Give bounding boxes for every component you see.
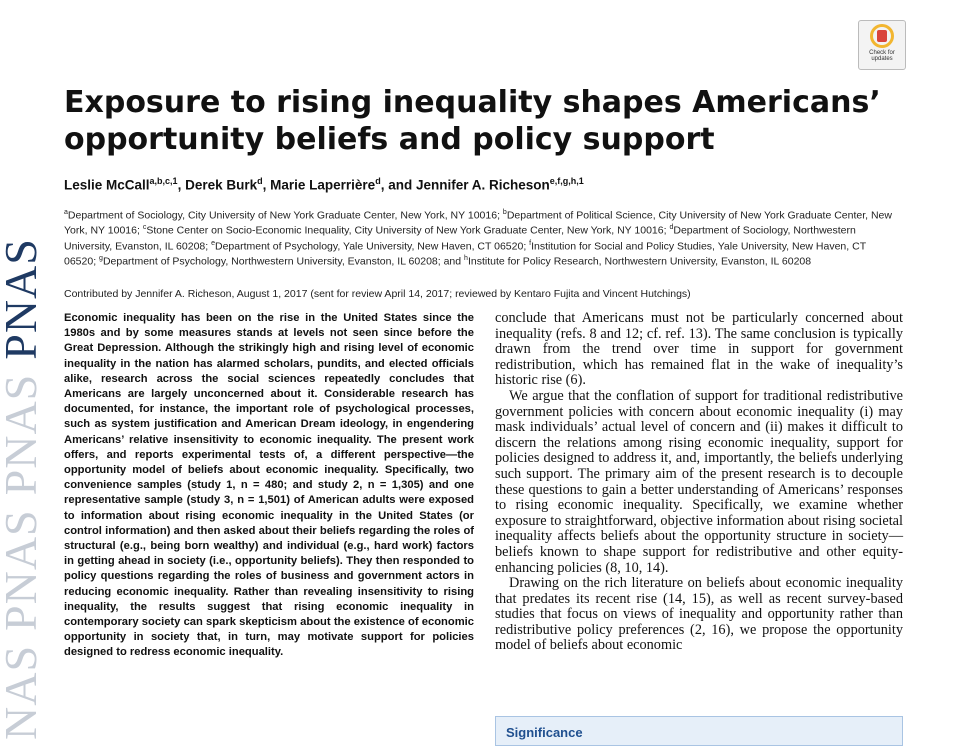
affil-letter: h xyxy=(464,254,468,262)
body-column: conclude that Americans must not be part… xyxy=(495,310,903,654)
body-paragraph: Drawing on the rich literature on belief… xyxy=(495,575,903,654)
badge-line2: updates xyxy=(871,56,893,62)
abstract: Economic inequality has been on the rise… xyxy=(64,312,474,659)
affil-text: Department of Psychology, Northwestern U… xyxy=(102,255,465,268)
author-affil: d xyxy=(375,176,381,186)
spine-text: PNAS xyxy=(0,373,40,496)
author-list: Leslie McCalla,b,c,1, Derek Burkd, Marie… xyxy=(64,176,584,193)
author-name[interactable]: Marie Laperrière xyxy=(270,177,376,193)
affil-letter: a xyxy=(64,209,68,216)
affil-text: Stone Center on Socio-Economic Inequalit… xyxy=(146,224,670,237)
author-sep: , xyxy=(177,177,186,193)
affil-text: Department of Political Science, City Un… xyxy=(64,209,892,237)
check-for-updates-badge[interactable]: Check for updates xyxy=(858,20,906,70)
body-paragraph: conclude that Americans must not be part… xyxy=(495,310,903,389)
affil-text: Institute for Policy Research, Northwest… xyxy=(467,255,812,268)
affil-letter: b xyxy=(502,209,507,216)
author-name[interactable]: Jennifer A. Richeson xyxy=(415,177,550,193)
author-sep: , and xyxy=(380,177,416,193)
author-name[interactable]: Derek Burk xyxy=(185,177,258,193)
affil-text: Department of Sociology, City University… xyxy=(67,209,503,222)
contributed-line: Contributed by Jennifer A. Richeson, Aug… xyxy=(64,288,691,300)
affil-letter: d xyxy=(669,224,674,232)
author-name[interactable]: Leslie McCall xyxy=(64,177,150,193)
bookmark-icon xyxy=(870,24,894,48)
affil-text: Institution for Social and Policy Studie… xyxy=(64,240,866,268)
affil-text: Department of Psychology, Yale Universit… xyxy=(214,240,530,253)
spine-text: PNAS xyxy=(0,238,40,360)
affil-letter: g xyxy=(99,254,103,262)
article-title: Exposure to rising inequality shapes Ame… xyxy=(64,85,881,157)
affil-letter: e xyxy=(211,239,215,247)
body-paragraph: We argue that the conflation of support … xyxy=(495,387,903,576)
journal-spine: NAS PNAS PNAS PNAS xyxy=(0,0,40,740)
significance-box: Significance xyxy=(495,716,903,746)
significance-heading: Significance xyxy=(506,725,583,740)
affil-letter: f xyxy=(529,239,532,247)
spine-text: NAS xyxy=(0,644,40,740)
affil-text: Department of Sociology, Northwestern Un… xyxy=(64,224,856,253)
author-affil: d xyxy=(257,176,263,186)
author-affil: e,f,g,h,1 xyxy=(549,176,584,186)
spine-text: PNAS xyxy=(0,509,40,631)
author-sep: , xyxy=(262,177,271,193)
affil-letter: c xyxy=(142,224,147,232)
badge-line1: Check for xyxy=(869,50,895,56)
author-affil: a,b,c,1 xyxy=(149,176,178,186)
affiliations: aDepartment of Sociology, City Universit… xyxy=(64,207,899,268)
